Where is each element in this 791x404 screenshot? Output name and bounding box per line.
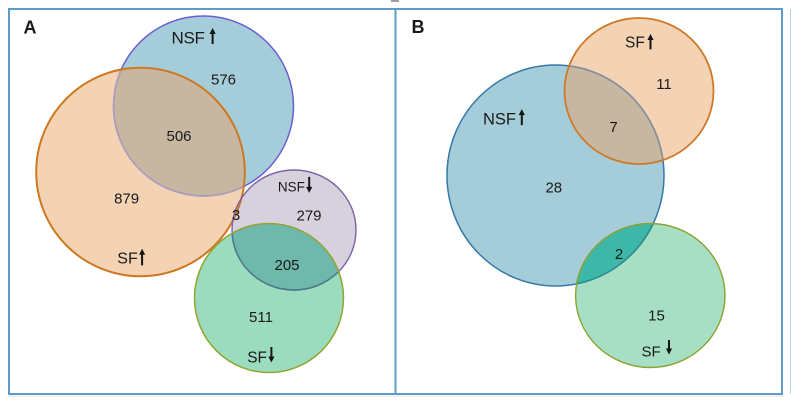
svg-text:279: 279 xyxy=(296,207,321,224)
svg-text:SF: SF xyxy=(642,344,661,361)
svg-text:506: 506 xyxy=(166,128,191,145)
svg-text:SF: SF xyxy=(117,251,138,268)
svg-text:511: 511 xyxy=(249,309,273,326)
svg-text:15: 15 xyxy=(648,307,665,324)
svg-text:B: B xyxy=(412,17,425,37)
svg-text:A: A xyxy=(24,18,37,38)
svg-text:SF: SF xyxy=(247,349,267,366)
svg-text:11: 11 xyxy=(656,76,672,93)
svg-text:SF: SF xyxy=(625,35,645,52)
svg-text:879: 879 xyxy=(114,190,139,207)
svg-text:576: 576 xyxy=(211,72,236,89)
svg-text:NSF: NSF xyxy=(172,29,205,48)
svg-text:205: 205 xyxy=(274,257,299,274)
svg-text:2: 2 xyxy=(615,246,623,263)
svg-text:7: 7 xyxy=(609,119,617,136)
svg-text:28: 28 xyxy=(545,179,562,196)
svg-text:NSF: NSF xyxy=(278,179,305,194)
svg-text:NSF: NSF xyxy=(483,110,516,128)
svg-text:3: 3 xyxy=(232,207,240,224)
